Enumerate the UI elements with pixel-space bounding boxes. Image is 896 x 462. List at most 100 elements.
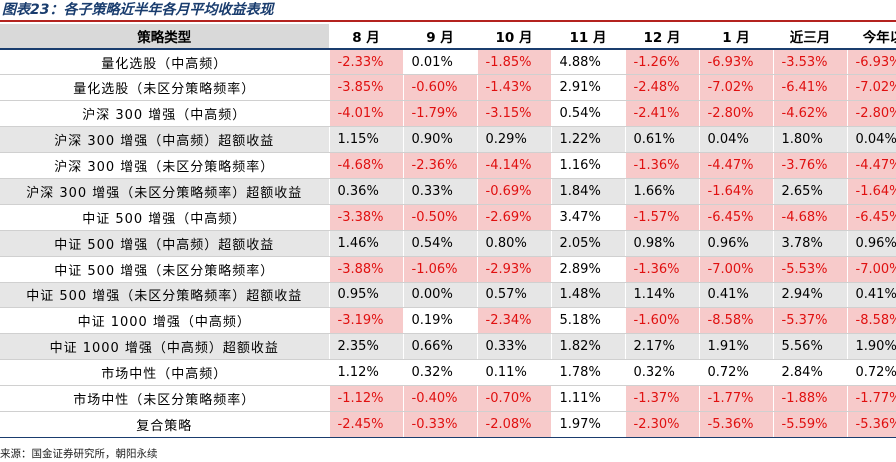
table-row: 中证 500 增强（未区分策略频率）超额收益 0.95% 0.00% 0.57% 1.4… xyxy=(0,282,896,309)
return-value-cell: 0.66% xyxy=(403,333,478,361)
return-value-cell: -7.02% xyxy=(847,74,896,102)
strategy-name-cell: 沪深 300 增强（中高频） xyxy=(0,100,330,128)
return-value-cell: 0.54% xyxy=(403,230,478,257)
return-value-cell: 0.41% xyxy=(847,282,896,309)
return-value-cell: 0.32% xyxy=(625,359,700,387)
table-row: 沪深 300 增强（未区分策略频率） -4.68% -2.36% -4.14% 1.16… xyxy=(0,152,896,179)
return-value-cell: 1.46% xyxy=(329,230,404,257)
return-value-cell: 1.16% xyxy=(551,152,626,179)
return-value-cell: 1.66% xyxy=(625,178,700,205)
return-value-cell: -7.02% xyxy=(699,74,774,102)
header-jan: 1 月 xyxy=(699,24,774,50)
table-row: 中证 500 增强（中高频） -3.38% -0.50% -2.69% 3.47% -1.… xyxy=(0,204,896,231)
return-value-cell: -0.33% xyxy=(403,411,478,438)
return-value-cell: -1.77% xyxy=(847,385,896,412)
return-value-cell: 0.72% xyxy=(699,359,774,387)
return-value-cell: 2.65% xyxy=(773,178,848,205)
return-value-cell: -5.59% xyxy=(773,411,848,438)
header-oct: 10 月 xyxy=(477,24,552,50)
return-value-cell: 0.33% xyxy=(477,333,552,361)
return-value-cell: -6.93% xyxy=(699,49,774,76)
figure-title: 图表23：各子策略近半年各月平均收益表现 xyxy=(0,0,896,22)
return-value-cell: 5.56% xyxy=(773,333,848,361)
return-value-cell: 1.91% xyxy=(699,333,774,361)
return-value-cell: 1.11% xyxy=(551,385,626,412)
header-dec: 12 月 xyxy=(625,24,700,50)
return-value-cell: 0.00% xyxy=(403,282,478,309)
header-strategy-type: 策略类型 xyxy=(0,24,330,50)
return-value-cell: -4.14% xyxy=(477,152,552,179)
return-value-cell: 2.05% xyxy=(551,230,626,257)
return-value-cell: -1.26% xyxy=(625,49,700,76)
return-value-cell: 1.80% xyxy=(773,126,848,154)
return-value-cell: -2.41% xyxy=(625,100,700,128)
return-value-cell: -3.19% xyxy=(329,307,404,335)
return-value-cell: 0.36% xyxy=(329,178,404,205)
return-value-cell: 0.29% xyxy=(477,126,552,154)
return-value-cell: -7.00% xyxy=(847,256,896,283)
return-value-cell: -1.77% xyxy=(699,385,774,412)
strategy-name-cell: 复合策略 xyxy=(0,411,330,438)
return-value-cell: -1.36% xyxy=(625,256,700,283)
return-value-cell: -1.06% xyxy=(403,256,478,283)
return-value-cell: -2.33% xyxy=(329,49,404,76)
strategy-name-cell: 市场中性（未区分策略频率） xyxy=(0,385,330,412)
return-value-cell: 3.47% xyxy=(551,204,626,231)
return-value-cell: -1.12% xyxy=(329,385,404,412)
return-value-cell: 1.84% xyxy=(551,178,626,205)
return-value-cell: 1.22% xyxy=(551,126,626,154)
strategy-name-cell: 中证 500 增强（未区分策略频率） xyxy=(0,256,330,283)
return-value-cell: -0.69% xyxy=(477,178,552,205)
table-row: 量化选股（中高频） -2.33% 0.01% -1.85% 4.88% -1.26% -6.… xyxy=(0,49,896,76)
return-value-cell: -2.80% xyxy=(699,100,774,128)
return-value-cell: 1.78% xyxy=(551,359,626,387)
return-value-cell: -1.64% xyxy=(847,178,896,205)
strategy-name-cell: 沪深 300 增强（未区分策略频率）超额收益 xyxy=(0,178,330,205)
return-value-cell: 4.88% xyxy=(551,49,626,76)
return-value-cell: 5.18% xyxy=(551,307,626,335)
return-value-cell: -0.40% xyxy=(403,385,478,412)
return-value-cell: -3.15% xyxy=(477,100,552,128)
return-value-cell: -1.64% xyxy=(699,178,774,205)
return-value-cell: 0.19% xyxy=(403,307,478,335)
return-value-cell: 2.35% xyxy=(329,333,404,361)
return-value-cell: 0.04% xyxy=(699,126,774,154)
table-row: 市场中性（中高频） 1.12% 0.32% 0.11% 1.78% 0.32% 0.72% 2… xyxy=(0,359,896,387)
return-value-cell: -0.50% xyxy=(403,204,478,231)
return-value-cell: -8.58% xyxy=(699,307,774,335)
return-value-cell: -4.01% xyxy=(329,100,404,128)
return-value-cell: -3.53% xyxy=(773,49,848,76)
return-value-cell: 2.89% xyxy=(551,256,626,283)
return-value-cell: -1.88% xyxy=(773,385,848,412)
table-row: 中证 500 增强（中高频）超额收益 1.46% 0.54% 0.80% 2.05% 0.… xyxy=(0,230,896,257)
return-value-cell: -2.80% xyxy=(847,100,896,128)
header-last-three-months: 近三月 xyxy=(773,24,848,50)
return-value-cell: -2.48% xyxy=(625,74,700,102)
return-value-cell: -1.37% xyxy=(625,385,700,412)
table-row: 中证 500 增强（未区分策略频率） -3.88% -1.06% -2.93% 2.89… xyxy=(0,256,896,283)
table-row: 沪深 300 增强（未区分策略频率）超额收益 0.36% 0.33% -0.69% 1.… xyxy=(0,178,896,205)
return-value-cell: -1.85% xyxy=(477,49,552,76)
table-row: 市场中性（未区分策略频率） -1.12% -0.40% -0.70% 1.11% -1.3… xyxy=(0,385,896,412)
return-value-cell: 1.14% xyxy=(625,282,700,309)
table-row: 中证 1000 增强（中高频） -3.19% 0.19% -2.34% 5.18% -1.… xyxy=(0,307,896,335)
return-value-cell: -1.36% xyxy=(625,152,700,179)
return-value-cell: -0.70% xyxy=(477,385,552,412)
return-value-cell: 2.94% xyxy=(773,282,848,309)
table-row: 沪深 300 增强（中高频） -4.01% -1.79% -3.15% 0.54% -2.… xyxy=(0,100,896,128)
return-value-cell: 0.01% xyxy=(403,49,478,76)
header-sep: 9 月 xyxy=(403,24,478,50)
return-value-cell: -7.00% xyxy=(699,256,774,283)
return-value-cell: -3.88% xyxy=(329,256,404,283)
return-value-cell: -6.41% xyxy=(773,74,848,102)
return-value-cell: 2.17% xyxy=(625,333,700,361)
return-value-cell: 0.32% xyxy=(403,359,478,387)
returns-table: 策略类型 8 月 9 月 10 月 11 月 12 月 1 月 近三月 今年以 … xyxy=(0,24,896,438)
table-row: 复合策略 -2.45% -0.33% -2.08% 1.97% -2.30% -5.36% -… xyxy=(0,411,896,438)
strategy-name-cell: 中证 1000 增强（中高频） xyxy=(0,307,330,335)
strategy-name-cell: 中证 500 增强（中高频）超额收益 xyxy=(0,230,330,257)
return-value-cell: 0.72% xyxy=(847,359,896,387)
strategy-name-cell: 中证 500 增强（中高频） xyxy=(0,204,330,231)
source-note: 来源：国金证券研究所，朝阳永续 xyxy=(0,448,158,460)
return-value-cell: -2.45% xyxy=(329,411,404,438)
